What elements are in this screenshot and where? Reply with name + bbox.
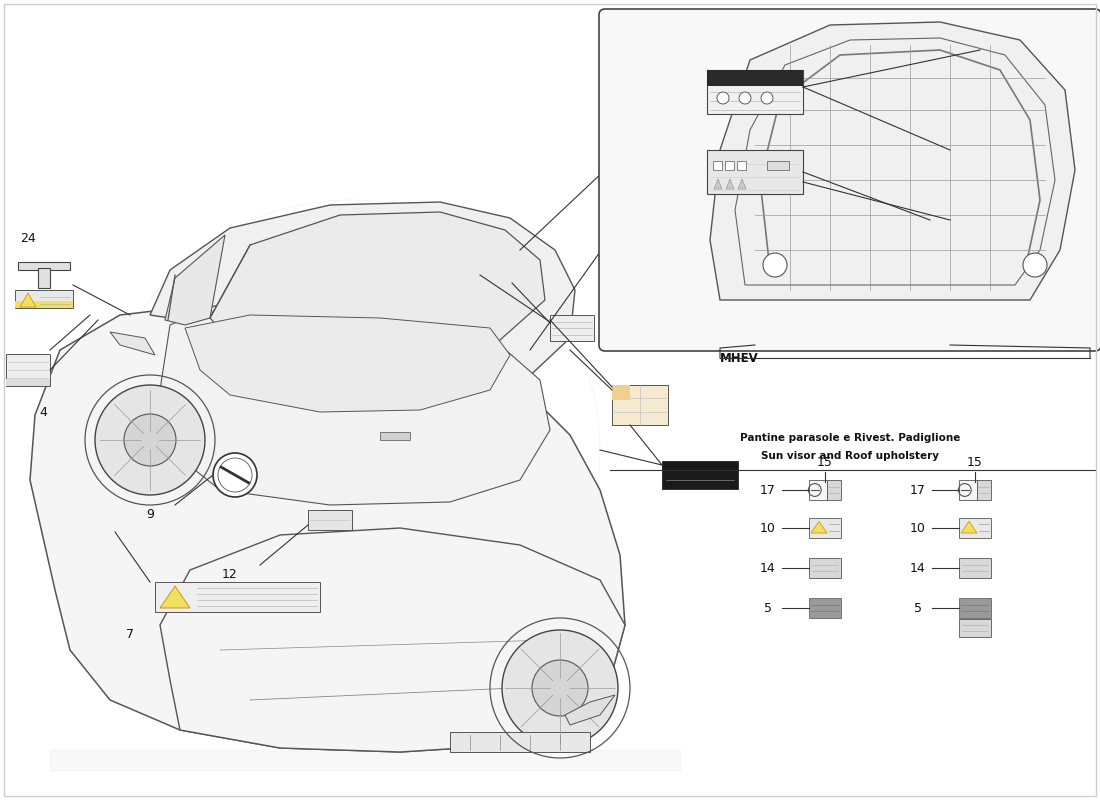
Bar bbox=[707, 70, 803, 114]
Polygon shape bbox=[811, 522, 827, 533]
Circle shape bbox=[763, 253, 786, 277]
Bar bbox=[612, 385, 668, 425]
Bar bbox=[612, 385, 630, 400]
Text: Pantine parasole e Rivest. Padiglione: Pantine parasole e Rivest. Padiglione bbox=[740, 433, 960, 443]
Polygon shape bbox=[160, 312, 550, 505]
Bar bbox=[959, 598, 991, 618]
Bar bbox=[662, 461, 738, 489]
Bar bbox=[959, 518, 991, 538]
Polygon shape bbox=[165, 235, 226, 325]
Polygon shape bbox=[185, 315, 510, 412]
Polygon shape bbox=[160, 528, 625, 752]
Bar bbox=[6, 354, 50, 386]
Bar bbox=[808, 518, 842, 538]
Text: a passion for parts since 1985: a passion for parts since 1985 bbox=[284, 472, 556, 528]
Circle shape bbox=[502, 630, 618, 746]
Text: 14: 14 bbox=[760, 562, 775, 574]
Text: 15: 15 bbox=[967, 455, 983, 469]
Text: MHEV: MHEV bbox=[720, 351, 759, 365]
Polygon shape bbox=[726, 179, 734, 189]
Circle shape bbox=[1023, 253, 1047, 277]
Circle shape bbox=[739, 92, 751, 104]
Text: 9: 9 bbox=[146, 509, 154, 522]
Text: 8: 8 bbox=[656, 403, 664, 417]
Bar bbox=[808, 480, 826, 500]
Bar bbox=[959, 558, 991, 578]
Polygon shape bbox=[961, 522, 977, 533]
Bar bbox=[155, 582, 320, 612]
Bar bbox=[18, 262, 70, 270]
Bar bbox=[808, 558, 842, 578]
Bar bbox=[808, 598, 842, 618]
Bar bbox=[379, 432, 410, 440]
Circle shape bbox=[717, 92, 729, 104]
Text: 7: 7 bbox=[126, 627, 134, 641]
FancyBboxPatch shape bbox=[600, 9, 1100, 351]
Text: Sun visor and Roof upholstery: Sun visor and Roof upholstery bbox=[761, 451, 939, 461]
Bar bbox=[977, 480, 991, 500]
Bar bbox=[725, 161, 734, 170]
Text: EUROSPARES: EUROSPARES bbox=[154, 334, 546, 386]
Polygon shape bbox=[210, 212, 544, 370]
Bar bbox=[767, 161, 789, 170]
Text: 5: 5 bbox=[764, 602, 772, 614]
Circle shape bbox=[95, 385, 205, 495]
Text: 4: 4 bbox=[40, 406, 47, 418]
Polygon shape bbox=[110, 332, 155, 355]
Text: 1: 1 bbox=[518, 262, 526, 274]
Text: 12: 12 bbox=[222, 569, 238, 582]
Bar bbox=[308, 510, 352, 530]
Text: 17: 17 bbox=[910, 483, 926, 497]
Circle shape bbox=[532, 660, 588, 716]
Text: 25: 25 bbox=[752, 221, 768, 234]
Circle shape bbox=[124, 414, 176, 466]
Bar bbox=[959, 619, 991, 637]
Text: 26: 26 bbox=[752, 138, 768, 150]
Bar bbox=[707, 150, 803, 194]
Bar bbox=[713, 161, 722, 170]
Text: 15: 15 bbox=[817, 455, 833, 469]
Bar bbox=[15, 301, 73, 308]
Bar bbox=[827, 480, 842, 500]
Bar bbox=[737, 161, 746, 170]
Circle shape bbox=[761, 92, 773, 104]
Bar bbox=[39, 268, 50, 288]
Bar bbox=[550, 315, 594, 341]
Bar bbox=[707, 70, 803, 86]
Polygon shape bbox=[710, 22, 1075, 300]
Text: 10: 10 bbox=[760, 522, 775, 534]
Polygon shape bbox=[738, 179, 746, 189]
Polygon shape bbox=[160, 586, 190, 608]
Bar bbox=[6, 379, 50, 386]
Text: 14: 14 bbox=[910, 562, 926, 574]
Text: 24: 24 bbox=[20, 231, 36, 245]
Circle shape bbox=[213, 453, 257, 497]
Polygon shape bbox=[30, 302, 625, 752]
Text: 2: 2 bbox=[576, 326, 584, 339]
Bar bbox=[15, 290, 73, 308]
Bar bbox=[959, 480, 977, 500]
Text: 10: 10 bbox=[910, 522, 926, 534]
Bar bbox=[450, 732, 590, 752]
Polygon shape bbox=[150, 202, 575, 385]
Text: 5: 5 bbox=[914, 602, 922, 614]
Polygon shape bbox=[20, 293, 36, 307]
Text: 17: 17 bbox=[760, 483, 775, 497]
Polygon shape bbox=[714, 179, 722, 189]
Polygon shape bbox=[565, 695, 615, 725]
